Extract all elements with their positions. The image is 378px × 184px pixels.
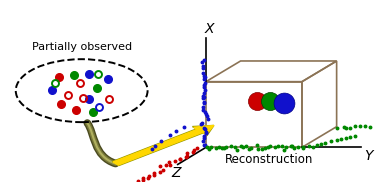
Text: Reconstruction: Reconstruction [225,153,313,166]
FancyArrow shape [113,125,214,165]
FancyArrow shape [112,125,214,165]
Text: Z: Z [171,166,181,180]
Text: Y: Y [364,149,373,163]
Text: X: X [205,22,214,36]
Text: Partially observed: Partially observed [32,42,132,52]
